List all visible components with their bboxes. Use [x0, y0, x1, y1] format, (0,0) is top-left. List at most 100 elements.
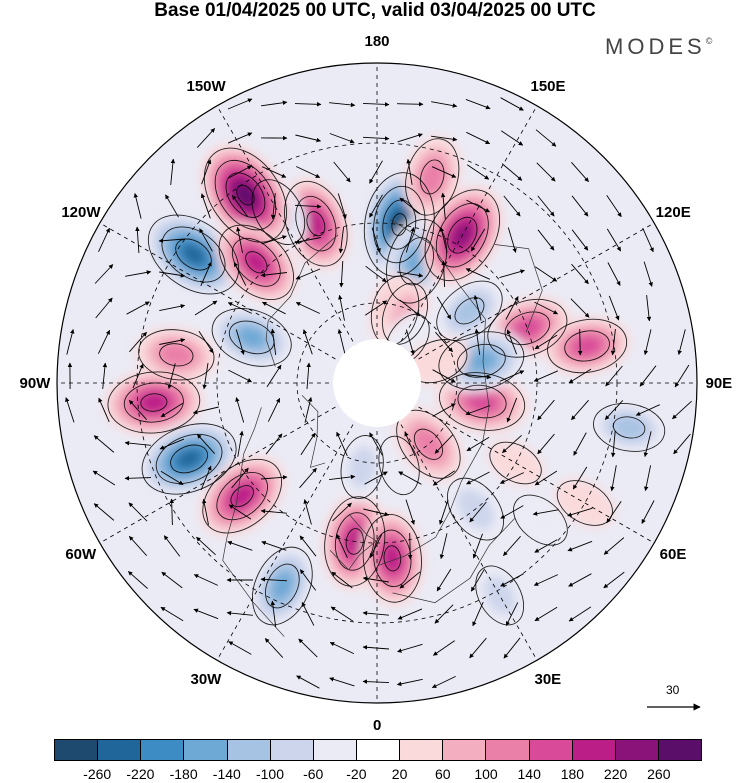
wind-vector	[503, 536, 521, 557]
wind-vector	[337, 193, 347, 219]
wind-vector	[199, 228, 213, 252]
wind-vector	[610, 329, 616, 356]
wind-vector	[228, 641, 252, 655]
wind-vector	[304, 396, 313, 423]
latitude-circle	[136, 142, 618, 624]
wind-vector	[299, 467, 317, 489]
wind-vector	[469, 637, 487, 659]
wind-vector	[235, 329, 245, 355]
wind-vector	[265, 433, 283, 455]
wind-vector	[200, 465, 212, 491]
contour-5	[436, 280, 503, 341]
wind-vector	[404, 431, 416, 457]
wind-vector	[202, 363, 209, 390]
wind-vector	[93, 503, 115, 521]
wind-vector	[261, 100, 288, 107]
colorbar-tick-label: 180	[560, 766, 585, 782]
wind-vector	[532, 509, 559, 516]
wind-vector	[295, 134, 322, 143]
wind-vector	[298, 638, 318, 658]
brand-mark: ©	[705, 36, 713, 46]
wind-vector	[302, 329, 313, 355]
longitude-label: 120W	[61, 203, 101, 221]
wind-vector	[610, 431, 616, 458]
wind-vector	[160, 606, 184, 622]
colorbar-segment	[227, 740, 271, 760]
wind-vector	[196, 128, 216, 148]
wind-vector	[66, 328, 75, 355]
wind-vector	[436, 296, 452, 320]
wind-vector	[641, 500, 655, 524]
wind-vector	[441, 260, 446, 288]
wind-vector	[294, 237, 321, 244]
wind-vector	[95, 297, 113, 319]
wind-vector	[603, 571, 625, 589]
longitude-label: 90W	[19, 374, 51, 392]
wind-vector	[500, 97, 524, 111]
wind-vector	[193, 608, 219, 620]
wind-vector	[534, 470, 558, 486]
wind-vector	[465, 268, 491, 280]
longitude-label: 150E	[530, 78, 566, 96]
wind-vector	[643, 329, 652, 356]
wind-vector	[363, 508, 390, 517]
wind-vector	[124, 440, 151, 446]
wind-vector	[301, 601, 315, 626]
pole-mask	[333, 339, 421, 427]
wind-vector	[159, 438, 185, 450]
wind-vector	[169, 498, 174, 526]
wind-vector	[237, 430, 244, 457]
wind-vector	[571, 399, 589, 421]
colorbar-tick-label: 60	[435, 766, 451, 782]
meridian-line	[376, 105, 538, 384]
colorbar-segment	[141, 740, 185, 760]
coastline	[377, 219, 490, 567]
wind-vector	[94, 264, 114, 284]
colorbar-segment	[184, 740, 228, 760]
colorbar-segment	[313, 740, 357, 760]
wind-vector	[264, 638, 284, 658]
wind-vector	[364, 300, 388, 316]
wind-vector	[270, 328, 277, 355]
wind-vector	[399, 571, 421, 589]
wind-vector	[472, 601, 484, 627]
wind-vector	[607, 262, 621, 286]
wind-vector	[568, 368, 592, 384]
wind-vector	[261, 301, 286, 315]
wind-vector	[336, 431, 348, 457]
wind-vector	[371, 227, 381, 253]
wind-vector	[439, 226, 448, 253]
colorbar-tick-label: 140	[517, 766, 541, 782]
wind-vector	[506, 397, 518, 423]
anomaly-center-7	[403, 135, 462, 219]
wind-vector	[339, 260, 344, 288]
wind-vector	[472, 533, 483, 559]
wind-vector	[300, 432, 316, 456]
wind-vector	[330, 606, 354, 622]
longitude-label: 180	[364, 32, 390, 50]
wind-vector	[465, 98, 491, 110]
wind-vector	[192, 406, 219, 415]
wind-vector	[643, 431, 652, 458]
contour-26	[438, 372, 526, 431]
wind-vector	[233, 261, 247, 286]
longitude-label: 120E	[655, 203, 691, 221]
wind-vector	[201, 159, 212, 185]
wind-vector	[571, 263, 589, 285]
brand-name: MODES	[605, 34, 706, 59]
wind-vector	[567, 540, 593, 552]
colorbar-segment	[443, 740, 487, 760]
wind-vector	[436, 568, 452, 592]
wind-vector	[572, 466, 588, 490]
wind-vector	[135, 226, 140, 254]
wind-vector	[126, 301, 150, 315]
wind-vector	[227, 132, 253, 144]
meridian-line	[376, 382, 538, 661]
wind-vector	[362, 136, 390, 141]
wind-vector	[337, 328, 346, 355]
wind-vector	[534, 606, 558, 622]
colorbar-segment	[55, 740, 99, 760]
colorbar-tick-label: 260	[647, 766, 671, 782]
anomaly-center-19	[249, 543, 315, 629]
